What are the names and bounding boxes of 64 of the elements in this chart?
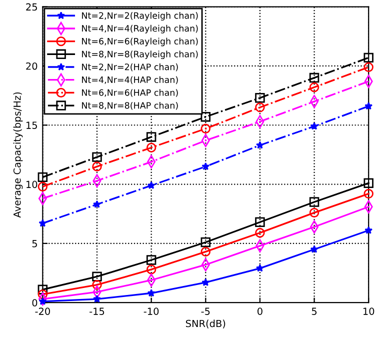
legend-label: Nt=6,Nr=6(Rayleigh chan) (82, 38, 198, 46)
y-axis-title: Average Capacity(bps/Hz) (13, 92, 23, 218)
point (310, 122, 318, 130)
y-tick-label: 15 (26, 122, 37, 129)
point (364, 188, 374, 199)
point (200, 124, 210, 134)
x-tick-label: 10 (363, 308, 374, 315)
point (146, 132, 156, 142)
x-tick-label: -5 (201, 308, 210, 315)
point (255, 102, 265, 112)
x-tick-label: -20 (35, 308, 50, 315)
point (309, 72, 320, 83)
point (147, 288, 156, 297)
point (200, 112, 210, 122)
x-tick-label: 5 (312, 308, 317, 315)
point (364, 178, 374, 188)
legend-label: Nt=4,Nr=4(Rayleigh chan) (82, 24, 198, 34)
point (309, 82, 320, 92)
legend-label: Nt=8,Nr=8(HAP chan) (82, 102, 178, 110)
point (255, 93, 265, 103)
point (92, 162, 102, 172)
x-tick-label: -10 (144, 308, 159, 315)
point (200, 246, 210, 257)
x-axis-title: SNR(dB) (186, 320, 226, 328)
point (93, 200, 101, 208)
point (309, 208, 320, 218)
point (256, 141, 264, 149)
x-tick-label: -15 (90, 308, 104, 315)
point (38, 219, 47, 227)
point (38, 284, 48, 294)
point (92, 152, 102, 162)
point (147, 181, 156, 189)
point (255, 228, 265, 238)
point (146, 255, 156, 265)
point (364, 226, 373, 234)
legend-label: Nt=8,Nr=8(Rayleigh chan) (82, 50, 198, 60)
y-tick-label: 0 (32, 299, 38, 306)
point (364, 62, 374, 72)
y-tick-label: 20 (26, 62, 38, 70)
legend-label: Nt=2,Nr=2(HAP chan) (82, 63, 178, 72)
point (256, 264, 264, 272)
legend-label: Nt=2,Nr=2(Rayleigh chan) (82, 12, 198, 21)
point (200, 237, 210, 248)
point (38, 172, 48, 182)
y-tick-label: 25 (26, 3, 37, 11)
legend-label: Nt=4,Nr=4(HAP chan) (82, 76, 178, 84)
y-tick-label: 10 (26, 180, 38, 188)
point (202, 278, 210, 286)
point (93, 294, 101, 303)
point (364, 102, 373, 110)
y-tick-label: 5 (32, 240, 37, 248)
point (146, 142, 156, 152)
point (310, 245, 318, 253)
point (38, 182, 48, 192)
point (364, 52, 374, 63)
point (309, 197, 320, 207)
legend-label: Nt=6,Nr=6(HAP chan) (82, 89, 178, 97)
point (202, 162, 210, 170)
point (255, 217, 265, 228)
point (38, 289, 48, 300)
point (92, 272, 102, 282)
point (146, 264, 156, 274)
x-tick-label: 0 (258, 308, 262, 315)
point (92, 280, 102, 290)
